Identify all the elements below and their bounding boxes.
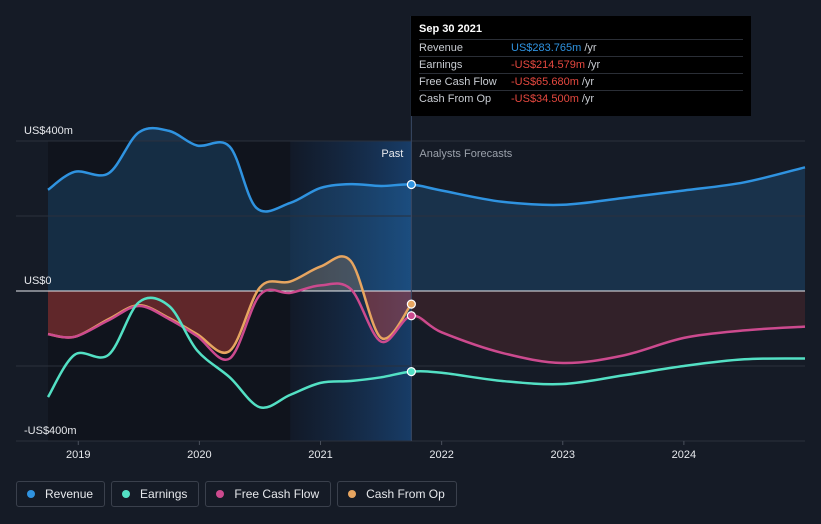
legend-item-cash-from-op[interactable]: Cash From Op	[337, 481, 457, 507]
free-cash-flow-marker	[406, 311, 416, 321]
legend-label: Revenue	[45, 487, 94, 501]
legend-label: Earnings	[140, 487, 188, 501]
x-tick-label: 2019	[66, 449, 90, 461]
free-cash-flow-forecast-area	[411, 291, 805, 364]
legend-label: Cash From Op	[366, 487, 445, 501]
tooltip-label: Free Cash Flow	[419, 76, 497, 88]
tooltip-row-cash-from-op: Cash From Op -US$34.500m /yr	[419, 90, 743, 107]
x-tick-label: 2022	[429, 449, 453, 461]
y-label-bottom: -US$400m	[24, 425, 77, 437]
x-tick-label: 2023	[551, 449, 575, 461]
earnings-line	[46, 296, 806, 410]
revenue-marker	[406, 179, 416, 190]
y-label-zero: US$0	[24, 275, 52, 287]
cash-from-op-positive-area	[48, 256, 412, 291]
tooltip-unit: /yr	[581, 76, 595, 88]
chart-legend: Revenue Earnings Free Cash Flow Cash Fro…	[16, 481, 457, 507]
cash-from-op-negative-area	[48, 291, 412, 353]
tooltip-unit: /yr	[588, 59, 601, 71]
y-label-top: US$400m	[24, 125, 73, 137]
x-tick-label: 2024	[672, 449, 696, 461]
data-tooltip: Sep 30 2021 Revenue US$283.765m /yr Earn…	[411, 16, 751, 116]
tooltip-date: Sep 30 2021	[419, 23, 482, 35]
revenue-line	[47, 126, 806, 213]
legend-dot-icon	[27, 490, 35, 498]
earnings-marker	[406, 367, 416, 377]
tooltip-value: -US$65.680m	[511, 76, 579, 88]
x-tick-label: 2020	[187, 449, 211, 461]
forecast-label: Analysts Forecasts	[419, 148, 512, 160]
tooltip-row-revenue: Revenue US$283.765m /yr	[419, 39, 743, 56]
legend-dot-icon	[348, 490, 357, 498]
cash-from-op-marker	[406, 299, 416, 309]
legend-dot-icon	[122, 490, 131, 498]
legend-item-free-cash-flow[interactable]: Free Cash Flow	[205, 481, 332, 507]
free-cash-flow-line	[47, 282, 806, 365]
revenue-area	[48, 128, 805, 291]
tooltip-row-earnings: Earnings -US$214.579m /yr	[419, 56, 743, 73]
legend-item-earnings[interactable]: Earnings	[111, 481, 200, 507]
tooltip-label: Revenue	[419, 42, 464, 54]
tooltip-label: Earnings	[419, 59, 463, 71]
legend-item-revenue[interactable]: Revenue	[16, 481, 106, 507]
tooltip-label: Cash From Op	[419, 93, 492, 105]
tooltip-value: -US$214.579m	[511, 59, 585, 71]
past-label: Past	[381, 148, 403, 160]
tooltip-value: -US$34.500m	[511, 93, 579, 105]
tooltip-unit: /yr	[581, 93, 595, 105]
legend-label: Free Cash Flow	[234, 487, 320, 501]
legend-dot-icon	[216, 490, 225, 498]
x-tick-label: 2021	[308, 449, 332, 461]
tooltip-row-free-cash-flow: Free Cash Flow -US$65.680m /yr	[419, 73, 743, 90]
tooltip-unit: /yr	[584, 42, 597, 54]
tooltip-value: US$283.765m	[511, 42, 582, 54]
